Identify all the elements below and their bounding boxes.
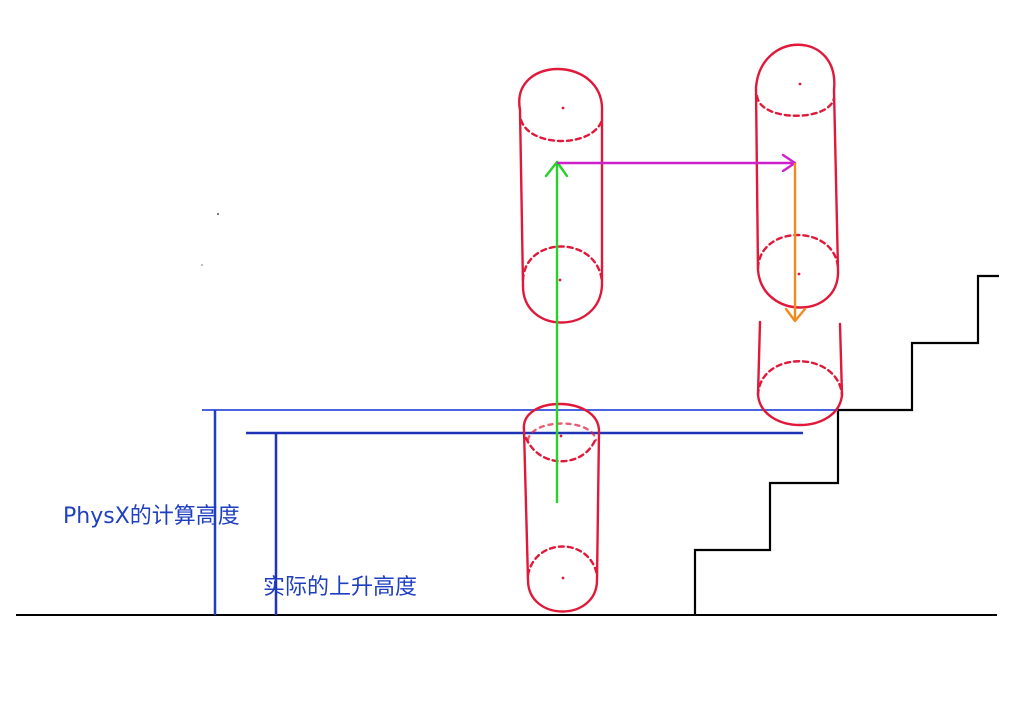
capsule-landed [756, 320, 844, 427]
arrow-right-icon [557, 153, 797, 173]
capsule-forward [754, 43, 840, 309]
physx-height-label: PhysX的计算高度 [63, 504, 240, 529]
stray-mark [201, 264, 203, 266]
arrow-down-icon [784, 163, 807, 323]
capsule-start [522, 402, 601, 613]
actual-height-label: 实际的上升高度 [263, 575, 418, 600]
arrow-up-icon [544, 160, 569, 503]
capsule-raised [518, 67, 604, 324]
stray-mark [217, 213, 219, 215]
staircase [693, 274, 999, 615]
